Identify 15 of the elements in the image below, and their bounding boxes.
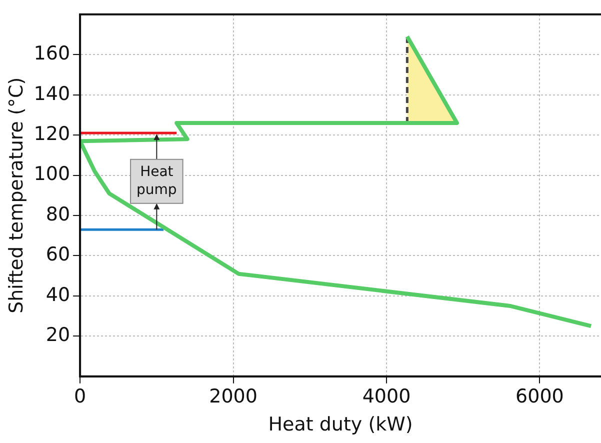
y-tick-label: 80 <box>46 203 70 226</box>
annotation: Heat pump <box>136 164 177 198</box>
x-axis-title: Heat duty (kW) <box>268 414 413 436</box>
y-tick-label: 60 <box>46 244 70 266</box>
y-tick-label: 120 <box>34 123 70 146</box>
x-tick-label: 0 <box>74 386 86 408</box>
y-axis-title: Shifted temperature (°C) <box>5 77 28 314</box>
y-tick-label: 40 <box>46 284 70 306</box>
y-tick-label: 160 <box>34 42 70 65</box>
x-tick-label: 2000 <box>209 386 258 408</box>
y-tick-label: 100 <box>34 163 70 186</box>
y-tick-label: 20 <box>46 324 70 346</box>
x-tick-label: 6000 <box>516 386 564 408</box>
x-tick-label: 4000 <box>362 386 411 408</box>
y-tick-label: 140 <box>34 82 70 105</box>
